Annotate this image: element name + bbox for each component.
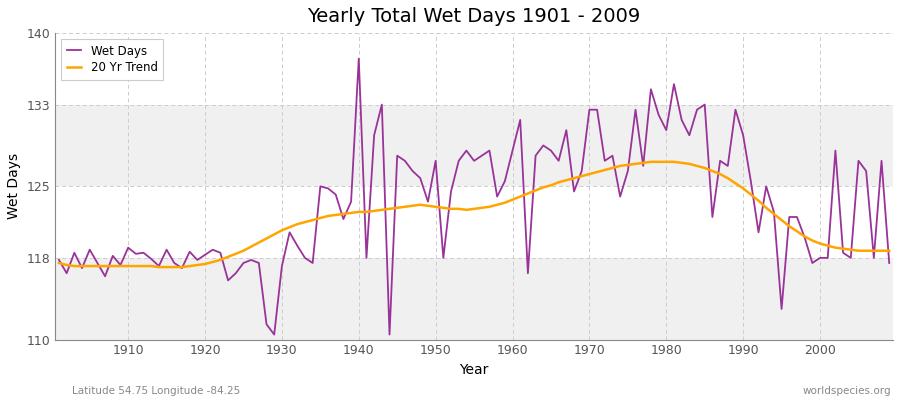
Wet Days xyxy=(523,271,534,276)
Y-axis label: Wet Days: Wet Days xyxy=(7,153,21,220)
Wet Days xyxy=(515,118,526,122)
20 Yr Trend xyxy=(884,248,895,253)
20 Yr Trend xyxy=(515,194,526,199)
20 Yr Trend xyxy=(645,160,656,164)
Bar xyxy=(55,186,893,258)
20 Yr Trend xyxy=(154,265,165,270)
20 Yr Trend xyxy=(292,222,302,226)
Wet Days xyxy=(338,217,349,222)
Wet Days xyxy=(615,194,626,199)
Wet Days xyxy=(54,258,65,262)
Bar xyxy=(55,104,893,186)
Wet Days xyxy=(292,243,302,248)
20 Yr Trend xyxy=(608,166,618,170)
Bar xyxy=(55,258,893,340)
Wet Days xyxy=(354,56,364,61)
Line: 20 Yr Trend: 20 Yr Trend xyxy=(59,162,889,267)
20 Yr Trend xyxy=(507,197,517,202)
X-axis label: Year: Year xyxy=(459,363,489,377)
Bar xyxy=(55,33,893,104)
Title: Yearly Total Wet Days 1901 - 2009: Yearly Total Wet Days 1901 - 2009 xyxy=(308,7,641,26)
20 Yr Trend xyxy=(338,212,349,216)
Wet Days xyxy=(269,332,280,337)
Text: Latitude 54.75 Longitude -84.25: Latitude 54.75 Longitude -84.25 xyxy=(72,386,240,396)
Wet Days xyxy=(884,260,895,265)
20 Yr Trend xyxy=(54,260,65,265)
Line: Wet Days: Wet Days xyxy=(59,59,889,334)
Text: worldspecies.org: worldspecies.org xyxy=(803,386,891,396)
Wet Days xyxy=(115,263,126,268)
Legend: Wet Days, 20 Yr Trend: Wet Days, 20 Yr Trend xyxy=(61,39,164,80)
20 Yr Trend xyxy=(115,264,126,268)
